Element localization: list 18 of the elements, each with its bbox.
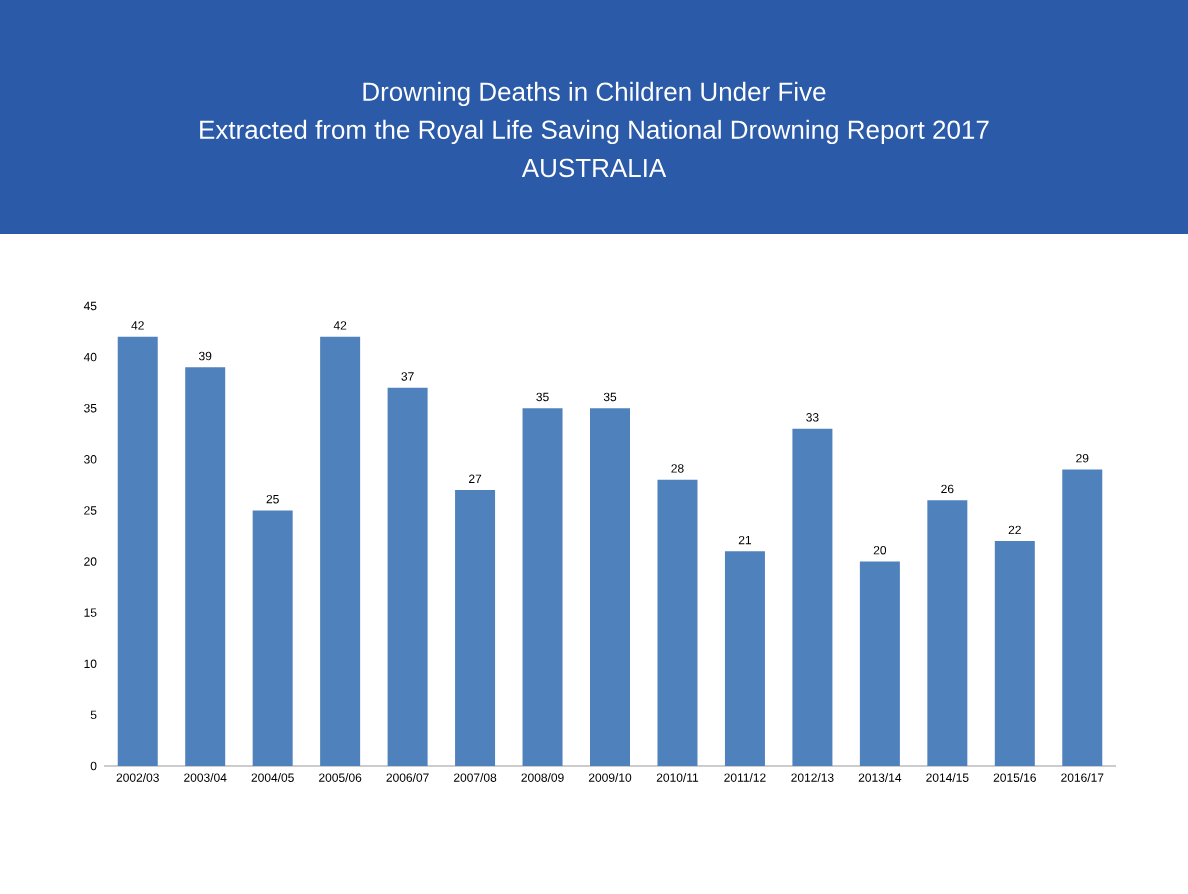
bar xyxy=(185,367,226,766)
bar xyxy=(320,336,361,766)
bar xyxy=(252,510,293,766)
bar xyxy=(657,479,698,766)
bar xyxy=(792,428,833,766)
text: AUSTRALIA xyxy=(521,158,667,178)
bar xyxy=(590,408,630,766)
chart-subtitle: Extracted from the Royal Life Saving National Drowning Report 2017 xyxy=(200,119,989,145)
bar xyxy=(994,541,1035,766)
bar xyxy=(1062,469,1103,766)
bar xyxy=(117,336,158,766)
bar xyxy=(522,408,563,766)
bar xyxy=(859,561,900,766)
bar xyxy=(724,551,765,766)
chart-title: Drowning Deaths in Children Under Five xyxy=(363,81,826,107)
bar xyxy=(387,387,428,766)
bar xyxy=(927,500,968,766)
bar xyxy=(455,489,496,766)
